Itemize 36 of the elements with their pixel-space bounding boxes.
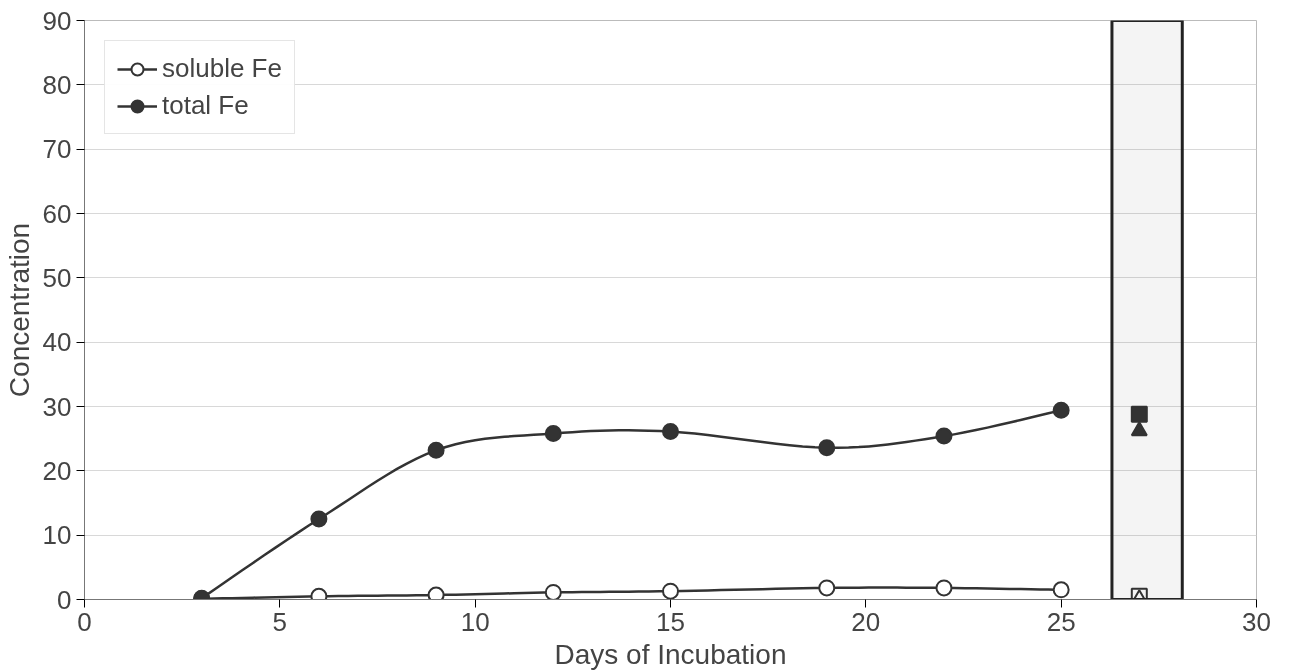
x-tick-label: 10 xyxy=(460,606,490,637)
x-tick-label: 15 xyxy=(656,606,685,637)
x-tick-label: 30 xyxy=(1242,606,1271,637)
y-tick-label: 40 xyxy=(42,327,72,358)
y-tick-label: 90 xyxy=(42,5,72,36)
point xyxy=(544,425,562,443)
point xyxy=(427,586,445,600)
point xyxy=(544,583,562,600)
x-axis-title: Days of Incubation xyxy=(554,638,787,670)
point xyxy=(1052,581,1070,599)
point xyxy=(662,423,679,441)
point xyxy=(1052,401,1070,419)
point xyxy=(818,439,836,457)
x-tick-label: 5 xyxy=(272,606,288,637)
y-tick-label: 30 xyxy=(42,391,72,422)
y-tick-label: 60 xyxy=(42,198,72,229)
point xyxy=(935,579,953,597)
point xyxy=(1130,421,1148,437)
point xyxy=(935,427,953,445)
legend-label: total Fe xyxy=(162,90,249,121)
x-tick-label: 25 xyxy=(1046,606,1076,637)
point xyxy=(818,579,836,597)
y-tick-label: 70 xyxy=(42,134,72,165)
x-tick-label: 20 xyxy=(851,606,881,637)
point xyxy=(662,582,679,600)
y-tick-label: 80 xyxy=(42,69,72,100)
point xyxy=(310,510,328,528)
x-tick-label: 0 xyxy=(77,606,92,637)
y-tick-label: 10 xyxy=(42,520,72,551)
y-tick-label: 50 xyxy=(42,262,72,293)
y-axis-title: Concentration xyxy=(3,222,35,398)
y-tick-label: 0 xyxy=(57,584,72,615)
point xyxy=(427,441,445,459)
point xyxy=(1130,405,1148,423)
y-tick-label: 20 xyxy=(42,455,72,486)
legend-label: soluble Fe xyxy=(162,53,282,84)
